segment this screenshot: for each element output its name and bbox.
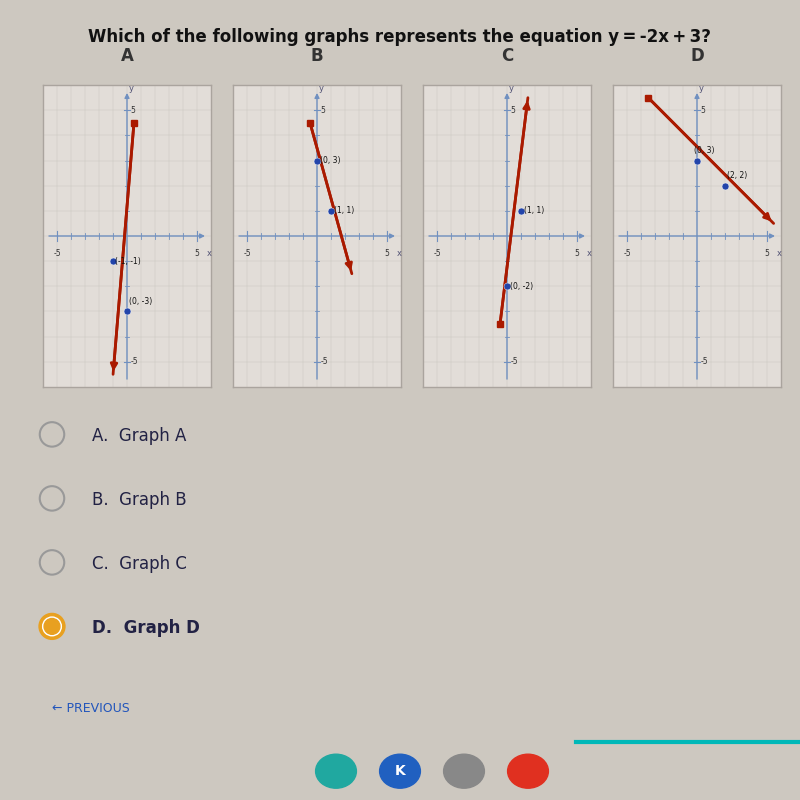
Text: (0, 3): (0, 3) xyxy=(320,156,340,165)
Circle shape xyxy=(443,754,484,788)
Circle shape xyxy=(508,754,549,788)
Text: (-1, -1): (-1, -1) xyxy=(115,257,141,266)
Circle shape xyxy=(315,754,357,788)
Text: y: y xyxy=(509,84,514,93)
Text: B: B xyxy=(310,47,323,65)
Circle shape xyxy=(380,754,421,788)
Text: Which of the following graphs represents the equation y = -2x + 3?: Which of the following graphs represents… xyxy=(89,28,711,46)
Text: 5: 5 xyxy=(384,249,389,258)
Text: -5: -5 xyxy=(510,358,518,366)
Text: B.  Graph B: B. Graph B xyxy=(92,491,186,509)
Text: -5: -5 xyxy=(623,249,631,258)
Text: (0, -3): (0, -3) xyxy=(129,297,152,306)
Text: (0, 3): (0, 3) xyxy=(694,146,714,155)
Text: -5: -5 xyxy=(54,249,61,258)
Text: ← PREVIOUS: ← PREVIOUS xyxy=(52,702,130,714)
Text: -5: -5 xyxy=(130,358,138,366)
Text: C: C xyxy=(501,47,513,65)
Text: y: y xyxy=(129,84,134,93)
Text: 5: 5 xyxy=(194,249,199,258)
Text: (1, 1): (1, 1) xyxy=(334,206,354,215)
Text: (0, -2): (0, -2) xyxy=(510,282,533,290)
Text: 5: 5 xyxy=(701,106,706,114)
Text: -5: -5 xyxy=(321,358,328,366)
Text: A: A xyxy=(121,47,134,65)
Text: D: D xyxy=(690,47,704,65)
Text: 5: 5 xyxy=(130,106,135,114)
Text: y: y xyxy=(319,84,324,93)
Text: (2, 2): (2, 2) xyxy=(727,171,747,180)
Circle shape xyxy=(42,617,62,636)
Text: 5: 5 xyxy=(321,106,326,114)
Text: x: x xyxy=(586,249,591,258)
Text: 5: 5 xyxy=(574,249,579,258)
Text: -5: -5 xyxy=(243,249,251,258)
Text: (1, 1): (1, 1) xyxy=(524,206,544,215)
Text: x: x xyxy=(397,249,402,258)
Text: -5: -5 xyxy=(434,249,441,258)
Text: 5: 5 xyxy=(764,249,769,258)
Text: C.  Graph C: C. Graph C xyxy=(92,555,187,573)
Circle shape xyxy=(39,614,65,639)
Text: D.  Graph D: D. Graph D xyxy=(92,619,200,637)
Text: 5: 5 xyxy=(510,106,515,114)
Circle shape xyxy=(44,618,60,634)
Text: x: x xyxy=(206,249,211,258)
Text: y: y xyxy=(699,84,704,93)
Text: x: x xyxy=(777,249,782,258)
Text: -5: -5 xyxy=(701,358,708,366)
Text: K: K xyxy=(394,764,406,778)
Text: A.  Graph A: A. Graph A xyxy=(92,427,186,445)
